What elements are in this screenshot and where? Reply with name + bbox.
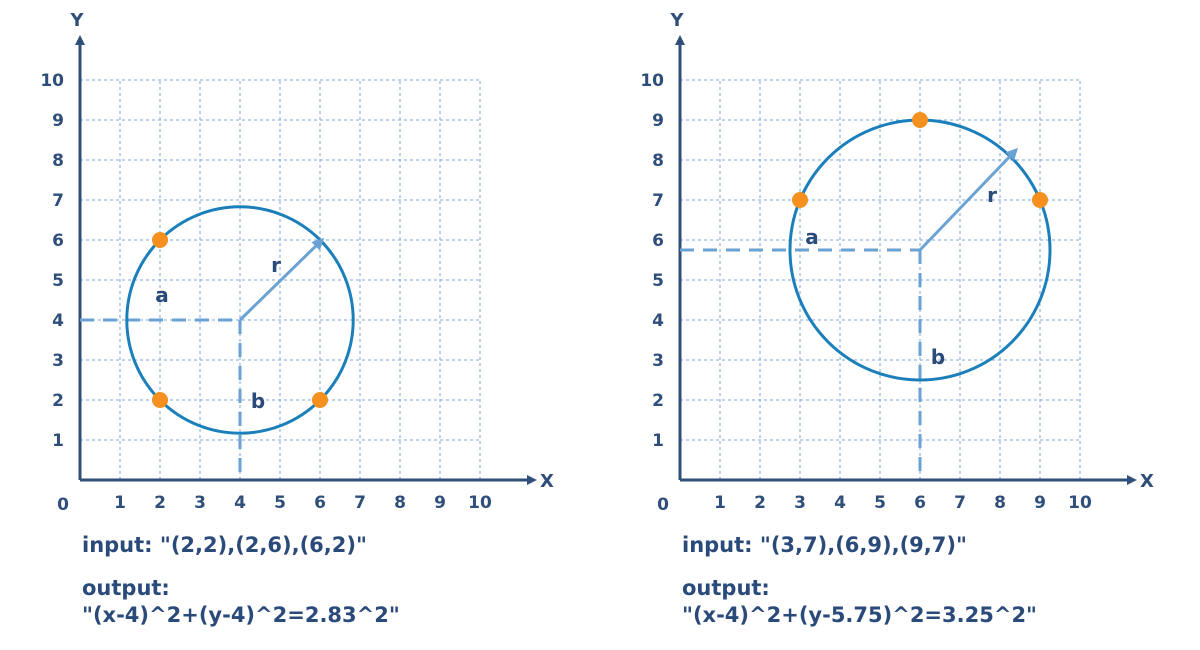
x-tick-label: 6 [314,493,326,513]
y-tick-label: 3 [652,351,664,371]
right-output-value: "(x-4)^2+(y-5.75)^2=3.25^2" [682,603,1037,627]
x-tick-label: 9 [1034,493,1046,513]
x-axis-label: X [540,471,554,492]
data-point [1032,192,1048,208]
right-coordinate-plane: Y X 0 1 2 3 4 5 6 7 8 9 10 1 2 3 4 5 6 7 8 9 10 a b r [640,10,1154,515]
data-point [312,392,328,408]
x-tick-label: 9 [434,493,446,513]
label-a: a [805,225,819,249]
x-tick-label: 5 [274,493,286,513]
label-b: b [251,389,265,413]
y-tick-label: 3 [52,351,64,371]
label-a: a [155,283,169,307]
label-b: b [931,345,945,369]
x-tick-label: 1 [714,493,726,513]
y-tick-label: 4 [652,311,664,331]
right-output-label: output: [682,576,770,600]
x-tick-label: 3 [794,493,806,513]
x-tick-label: 7 [954,493,966,513]
y-tick-label: 8 [652,151,664,171]
left-input-text: input: "(2,2),(2,6),(6,2)" [82,533,367,557]
y-tick-label: 6 [52,231,64,251]
origin-label: 0 [657,495,669,515]
right-input-text: input: "(3,7),(6,9),(9,7)" [682,533,967,557]
data-point [792,192,808,208]
y-tick-label: 2 [52,391,64,411]
x-tick-label: 8 [394,493,406,513]
x-tick-label: 4 [234,493,246,513]
left-coordinate-plane: Y X 0 1 2 3 4 5 6 7 8 9 10 1 2 3 4 5 6 7 8 9 10 a b r [40,10,554,515]
x-axis-label: X [1140,471,1154,492]
x-tick-label: 6 [914,493,926,513]
x-tick-label: 7 [354,493,366,513]
y-tick-label: 8 [52,151,64,171]
y-tick-label: 9 [652,111,664,131]
y-tick-label: 4 [52,311,64,331]
circle [125,205,355,435]
y-tick-label: 7 [652,191,664,211]
y-tick-label: 7 [52,191,64,211]
data-point [152,232,168,248]
y-tick-label: 2 [652,391,664,411]
y-tick-label: 6 [652,231,664,251]
x-tick-label: 10 [1068,493,1092,513]
x-tick-label: 2 [754,493,766,513]
label-r: r [271,253,281,277]
left-output-value: "(x-4)^2+(y-4)^2=2.83^2" [82,603,400,627]
y-tick-label: 1 [652,431,664,451]
y-axis-label: Y [69,10,84,31]
radius-arrow [918,147,1019,252]
origin-label: 0 [57,495,69,515]
x-tick-label: 2 [154,493,166,513]
y-tick-label: 1 [52,431,64,451]
x-tick-label: 8 [994,493,1006,513]
data-point [152,392,168,408]
y-tick-label: 5 [652,271,664,291]
x-tick-label: 1 [114,493,126,513]
label-r: r [987,183,997,207]
x-tick-label: 5 [874,493,886,513]
x-tick-label: 3 [194,493,206,513]
y-tick-label: 10 [40,71,64,91]
y-tick-label: 9 [52,111,64,131]
x-tick-label: 10 [468,493,492,513]
data-point [912,112,928,128]
y-tick-label: 10 [640,71,664,91]
y-tick-label: 5 [52,271,64,291]
x-tick-label: 4 [834,493,846,513]
y-axis-label: Y [669,10,684,31]
radius-arrow [238,237,325,322]
left-output-label: output: [82,576,170,600]
